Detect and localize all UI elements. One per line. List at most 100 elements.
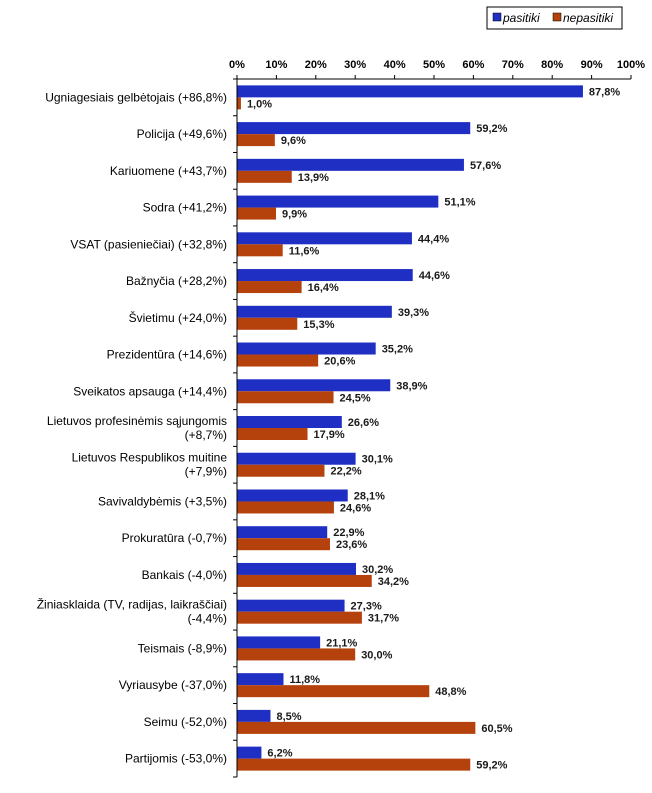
value-label-pasitiki: 39,3% — [398, 307, 429, 319]
bar-nepasitiki — [237, 685, 430, 698]
category-label: Sveikatos apsauga (+14,4%) — [73, 384, 227, 398]
category-label: Švietimu (+24,0%) — [129, 310, 227, 325]
value-label-pasitiki: 59,2% — [476, 123, 507, 135]
x-tick-label: 60% — [462, 59, 484, 71]
bar-pasitiki — [237, 526, 328, 539]
bar-nepasitiki — [237, 391, 334, 404]
bar-nepasitiki — [237, 721, 476, 734]
bar-nepasitiki — [237, 170, 292, 183]
bar-pasitiki — [237, 452, 356, 465]
category-label: Kariuomene (+43,7%) — [110, 164, 227, 178]
legend: pasitiki nepasitiki — [486, 6, 623, 30]
category-label: Policija (+49,6%) — [137, 127, 227, 141]
value-label-nepasitiki: 24,6% — [340, 502, 371, 514]
legend-swatch-pasitiki — [492, 12, 502, 22]
bar-nepasitiki — [237, 244, 283, 257]
value-label-pasitiki: 87,8% — [589, 86, 620, 98]
value-label-pasitiki: 57,6% — [470, 160, 501, 172]
category-label: Lietuvos profesinėmis sąjungomis — [47, 414, 227, 428]
value-label-nepasitiki: 24,5% — [340, 392, 371, 404]
value-label-nepasitiki: 9,6% — [281, 135, 306, 147]
value-label-nepasitiki: 22,2% — [330, 466, 361, 478]
value-label-pasitiki: 21,1% — [326, 637, 357, 649]
category-label: Savivaldybėmis (+3,5%) — [98, 494, 227, 508]
value-label-pasitiki: 38,9% — [396, 380, 427, 392]
value-label-pasitiki: 44,6% — [419, 270, 450, 282]
bar-pasitiki — [237, 305, 392, 318]
category-label: (+8,7%) — [185, 428, 227, 442]
category-label: Prezidentūra (+14,6%) — [107, 348, 227, 362]
x-tick-label: 20% — [305, 59, 327, 71]
bar-pasitiki — [237, 489, 348, 502]
bar-pasitiki — [237, 269, 413, 282]
axes — [233, 78, 631, 778]
value-label-nepasitiki: 1,0% — [247, 98, 272, 110]
category-label: VSAT (pasieniečiai) (+32,8%) — [70, 237, 227, 251]
bar-nepasitiki — [237, 317, 298, 330]
value-label-nepasitiki: 31,7% — [368, 613, 399, 625]
x-tick-label: 30% — [344, 59, 366, 71]
x-tick-label: 0% — [229, 59, 245, 71]
legend-swatch-nepasitiki — [552, 12, 562, 22]
category-label: (-4,4%) — [188, 612, 227, 626]
value-label-nepasitiki: 48,8% — [435, 686, 466, 698]
x-tick-label: 70% — [502, 59, 524, 71]
category-label: Seimu (-52,0%) — [144, 715, 227, 729]
bar-pasitiki — [237, 562, 356, 575]
bar-pasitiki — [237, 342, 376, 355]
bar-pasitiki — [237, 599, 345, 612]
bar-pasitiki — [237, 85, 583, 98]
category-label: Žiniasklaida (TV, radijas, laikraščiai) — [37, 597, 227, 612]
bar-pasitiki — [237, 158, 464, 171]
value-label-pasitiki: 35,2% — [382, 344, 413, 356]
value-label-nepasitiki: 11,6% — [289, 245, 320, 257]
category-label: Bankais (-4,0%) — [142, 568, 227, 582]
category-label: Sodra (+41,2%) — [143, 201, 227, 215]
value-label-pasitiki: 11,8% — [289, 674, 320, 686]
value-label-pasitiki: 6,2% — [267, 748, 292, 760]
value-label-pasitiki: 27,3% — [351, 601, 382, 613]
bar-nepasitiki — [237, 207, 277, 220]
bars: 87,8% 1,0% 59,2% 9,6% 57,6% 13,9% 51,1% 9,9% 44,… — [237, 85, 620, 772]
bar-nepasitiki — [237, 648, 356, 661]
bar-pasitiki — [237, 122, 471, 135]
value-label-nepasitiki: 13,9% — [298, 172, 329, 184]
category-label: Partijomis (-53,0%) — [125, 752, 227, 766]
bar-pasitiki — [237, 232, 412, 245]
category-label: Lietuvos Respublikos muitine — [72, 451, 228, 465]
bar-nepasitiki — [237, 354, 319, 367]
value-label-nepasitiki: 34,2% — [378, 576, 409, 588]
value-label-nepasitiki: 9,9% — [282, 209, 307, 221]
x-axis-ticks: 0% 10% 20% 30% 40% 50% 60% 70% 80% 90% 100% — [229, 59, 645, 79]
x-tick-label: 90% — [581, 59, 603, 71]
value-label-nepasitiki: 15,3% — [303, 319, 334, 331]
bar-pasitiki — [237, 416, 342, 428]
value-label-pasitiki: 30,2% — [362, 564, 393, 576]
bar-nepasitiki — [237, 538, 330, 551]
bar-nepasitiki — [237, 611, 362, 624]
bar-pasitiki — [237, 709, 271, 722]
value-label-pasitiki: 44,4% — [418, 233, 449, 245]
bar-pasitiki — [237, 379, 391, 392]
legend-label-nepasitiki: nepasitiki — [563, 11, 613, 25]
bar-nepasitiki — [237, 574, 372, 587]
value-label-nepasitiki: 20,6% — [324, 356, 355, 368]
category-label: Vyriausybe (-37,0%) — [119, 678, 227, 692]
bar-pasitiki — [237, 636, 321, 649]
bar-nepasitiki — [237, 97, 241, 110]
bar-nepasitiki — [237, 758, 471, 771]
category-label: Teismais (-8,9%) — [138, 641, 227, 655]
x-tick-label: 80% — [541, 59, 563, 71]
category-label: Prokuratūra (-0,7%) — [122, 531, 227, 545]
bar-nepasitiki — [237, 281, 302, 294]
category-label: Bažnyčia (+28,2%) — [126, 274, 227, 288]
category-label: Ugniagesiais gelbėtojais (+86,8%) — [45, 90, 227, 104]
category-label: (+7,9%) — [185, 465, 227, 479]
category-labels: Ugniagesiais gelbėtojais (+86,8%) Policij… — [37, 90, 228, 765]
value-label-pasitiki: 30,1% — [362, 454, 393, 466]
bar-pasitiki — [237, 673, 284, 686]
value-label-pasitiki: 22,9% — [333, 527, 364, 539]
value-label-nepasitiki: 30,0% — [361, 649, 392, 661]
bar-pasitiki — [237, 195, 439, 208]
